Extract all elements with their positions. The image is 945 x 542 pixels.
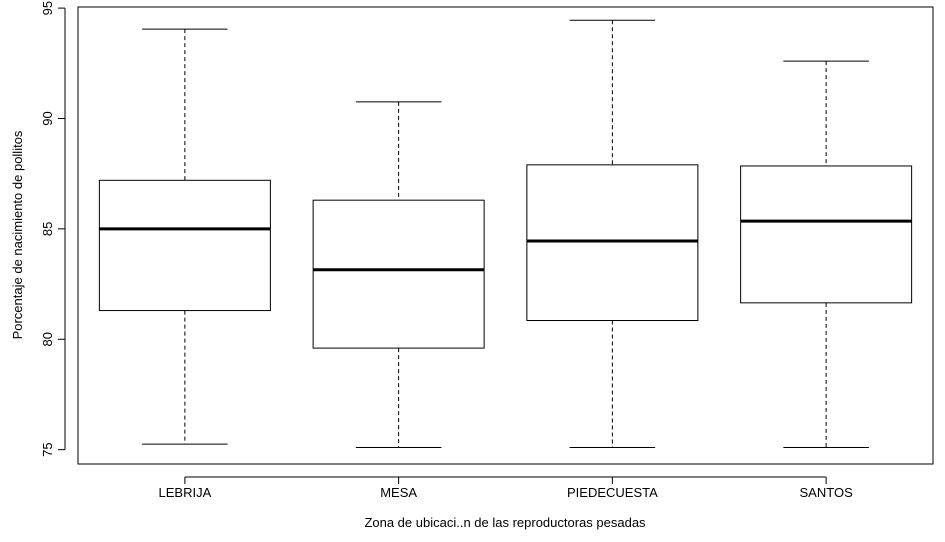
boxes: [98, 19, 913, 448]
iqr-box: [740, 165, 913, 304]
iqr-box: [312, 199, 485, 349]
box-group: [98, 28, 271, 445]
x-axis: LEBRIJA MESA PIEDECUESTA SANTOS: [159, 476, 854, 500]
y-tick-label: 75: [40, 442, 55, 456]
plot-frame: [77, 6, 934, 465]
iqr-box: [98, 179, 271, 312]
y-axis: 75 80 85 90 95: [40, 1, 66, 457]
iqr-box: [526, 164, 699, 321]
y-tick-label: 85: [40, 222, 55, 236]
x-tick-label: SANTOS: [800, 485, 854, 500]
x-axis-title: Zona de ubicaci..n de las reproductoras …: [364, 515, 646, 530]
box-group: [740, 60, 913, 448]
y-tick-label: 95: [40, 1, 55, 15]
y-tick-label: 90: [40, 111, 55, 125]
x-tick-label: PIEDECUESTA: [567, 485, 658, 500]
x-tick-label: MESA: [380, 485, 417, 500]
y-tick-label: 80: [40, 332, 55, 346]
box-group: [526, 19, 699, 448]
y-axis-title: Porcentaje de nacimiento de pollitos: [10, 130, 25, 339]
box-group: [312, 101, 485, 448]
x-tick-label: LEBRIJA: [159, 485, 212, 500]
